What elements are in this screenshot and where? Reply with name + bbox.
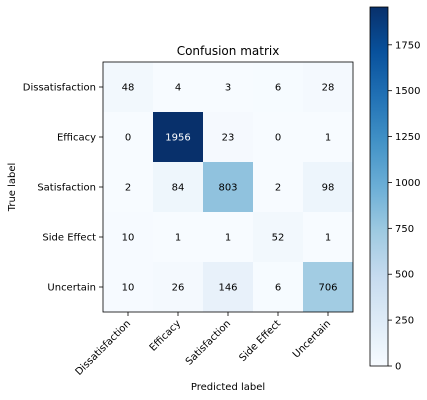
x-tick-label: Uncertain <box>291 318 333 360</box>
colorbar-gradient <box>369 6 389 367</box>
cell-value-label: 48 <box>122 83 135 94</box>
x-tick-label: Dissatisfaction <box>74 318 134 378</box>
cell-value-label: 52 <box>272 233 285 244</box>
matrix-cell <box>203 212 253 262</box>
cell-value-label: 10 <box>122 233 135 244</box>
matrix-cell <box>153 112 203 162</box>
x-tick-label: Side Effect <box>237 318 283 364</box>
matrix-cell <box>153 162 203 212</box>
cell-value-label: 26 <box>172 283 185 294</box>
matrix-cell <box>303 112 353 162</box>
colorbar-tick-label: 1000 <box>395 178 420 189</box>
matrix-cell <box>153 212 203 262</box>
x-tick-label: Satisfaction <box>184 318 233 367</box>
matrix-cell <box>303 162 353 212</box>
matrix-cell <box>103 62 153 112</box>
matrix-cell <box>253 112 303 162</box>
cell-value-label: 0 <box>275 133 281 144</box>
matrix-cell <box>103 162 153 212</box>
matrix-cell <box>253 212 303 262</box>
colorbar-tick-label: 750 <box>395 224 414 235</box>
cell-value-label: 706 <box>318 283 337 294</box>
cell-value-label: 23 <box>222 133 235 144</box>
matrix-cell-labels: 48 4 3 6 28 0 1956 23 0 1 2 84 803 2 98 10 1 1 52 1 10 26 146 6… <box>122 83 338 294</box>
chart-title: Confusion matrix <box>177 44 280 58</box>
cell-value-label: 6 <box>275 283 281 294</box>
y-tick-label: Dissatisfaction <box>23 83 96 94</box>
matrix-cell <box>253 162 303 212</box>
matrix-cell <box>203 112 253 162</box>
matrix-cell <box>103 112 153 162</box>
matrix-cell <box>153 62 203 112</box>
cell-value-label: 6 <box>275 83 281 94</box>
matrix-cell <box>303 62 353 112</box>
y-tick-label: Side Effect <box>42 233 96 244</box>
x-tick-label: Efficacy <box>148 318 183 353</box>
colorbar-tick-label: 1500 <box>395 86 420 97</box>
colorbar-tick-label: 500 <box>395 270 414 281</box>
cell-value-label: 84 <box>172 183 185 194</box>
cell-value-label: 1 <box>225 233 231 244</box>
matrix-cell <box>203 62 253 112</box>
y-tick-label: Uncertain <box>47 283 96 294</box>
cell-value-label: 146 <box>218 283 237 294</box>
cell-value-label: 4 <box>175 83 181 94</box>
x-tick-labels: Dissatisfaction Efficacy Satisfaction Side … <box>74 312 333 378</box>
x-axis-label: Predicted label <box>191 382 265 393</box>
matrix-cell <box>103 212 153 262</box>
matrix-cell <box>303 212 353 262</box>
matrix-cell <box>153 262 203 312</box>
cell-value-label: 2 <box>125 183 131 194</box>
cell-value-label: 10 <box>122 283 135 294</box>
cell-value-label: 1 <box>175 233 181 244</box>
cell-value-label: 1 <box>325 233 331 244</box>
matrix-cell <box>203 162 253 212</box>
cell-value-label: 1 <box>325 133 331 144</box>
matrix-cell <box>253 262 303 312</box>
matrix-cells <box>103 62 353 312</box>
y-tick-label: Satisfaction <box>37 183 96 194</box>
y-axis-label: True label <box>7 163 18 213</box>
cell-value-label: 98 <box>322 183 335 194</box>
cell-value-label: 2 <box>275 183 281 194</box>
cell-value-label: 803 <box>218 183 237 194</box>
colorbar-ticks: 0 250 500 750 1000 1250 1500 1750 <box>388 40 420 373</box>
cell-value-label: 28 <box>322 83 335 94</box>
colorbar-tick-label: 1750 <box>395 40 420 51</box>
colorbar: 0 250 500 750 1000 1250 1500 1750 <box>369 6 420 373</box>
matrix-cell <box>103 262 153 312</box>
matrix-cell <box>253 62 303 112</box>
matrix-cell <box>203 262 253 312</box>
colorbar-tick-label: 250 <box>395 316 414 327</box>
cell-value-label: 0 <box>125 133 131 144</box>
colorbar-tick-label: 0 <box>395 362 401 373</box>
y-tick-label: Efficacy <box>57 133 96 144</box>
y-tick-labels: Dissatisfaction Efficacy Satisfaction Side … <box>23 83 103 294</box>
cell-value-label: 1956 <box>165 133 190 144</box>
matrix-cell <box>303 262 353 312</box>
cell-value-label: 3 <box>225 83 231 94</box>
colorbar-tick-label: 1250 <box>395 132 420 143</box>
